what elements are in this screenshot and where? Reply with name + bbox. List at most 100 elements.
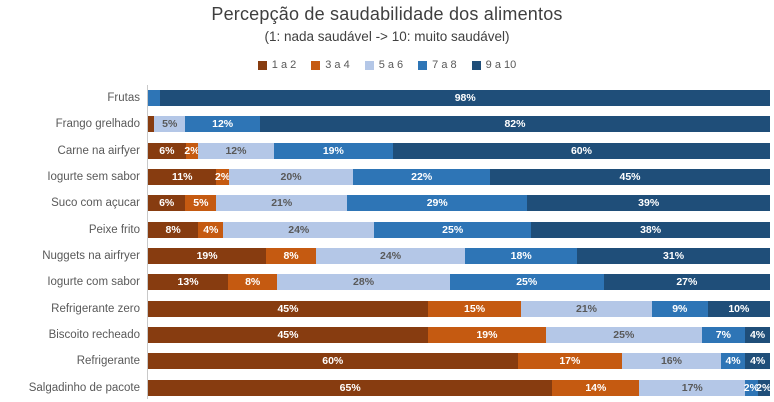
bar-segment: 22% bbox=[353, 169, 491, 186]
bar-row: Carne na airfyer 6% 2% 12% 19% 60% bbox=[0, 138, 774, 164]
bar-segment: 24% bbox=[315, 248, 466, 265]
bar-segment: 21% bbox=[216, 195, 348, 212]
bar-segment-label: 17% bbox=[681, 381, 703, 394]
legend-swatch-icon bbox=[418, 60, 428, 70]
category-label: Refrigerante zero bbox=[51, 302, 140, 315]
bar-row: Nuggets na airfryer 19% 8% 24% 18% 31% bbox=[0, 243, 774, 269]
bar-segment-label: 6% bbox=[159, 197, 175, 210]
bar-segment-label: 19% bbox=[196, 250, 218, 263]
bar-segment: 6% bbox=[148, 195, 186, 212]
bar-segment-label: 4% bbox=[749, 329, 766, 342]
bar-segment: 21% bbox=[521, 300, 652, 317]
legend-item-1a2: 1 a 2 bbox=[257, 59, 297, 71]
bar-segment-label: 29% bbox=[426, 197, 448, 210]
bar-row: Peixe frito 8% 4% 24% 25% 38% bbox=[0, 217, 774, 243]
bar-segment: 14% bbox=[552, 379, 640, 396]
bar-segment-label: 45% bbox=[619, 171, 641, 184]
category-label: Biscoito recheado bbox=[48, 329, 140, 342]
bar-segment: 7% bbox=[701, 327, 746, 344]
category-axis-line bbox=[147, 85, 148, 399]
bar-segment-label: 2% bbox=[756, 381, 772, 394]
bar-segment: 16% bbox=[622, 353, 721, 370]
bar-segment bbox=[148, 116, 155, 133]
bar-segment-label: 19% bbox=[476, 329, 498, 342]
bar-segment-label: 15% bbox=[464, 302, 486, 315]
bar-track: 98% bbox=[148, 90, 770, 107]
bar-segment: 24% bbox=[223, 221, 375, 238]
bar-segment: 2% bbox=[744, 379, 759, 396]
bar-track: 6% 2% 12% 19% 60% bbox=[148, 142, 770, 159]
bar-segment: 25% bbox=[374, 221, 532, 238]
bar-segment bbox=[148, 90, 161, 107]
category-label: Peixe frito bbox=[88, 223, 140, 236]
bar-segment-label: 5% bbox=[193, 197, 209, 210]
bar-segment-label: 18% bbox=[510, 250, 532, 263]
bar-track: 19% 8% 24% 18% 31% bbox=[148, 248, 770, 265]
chart-subtitle: (1: nada saudável -> 10: muito saudável) bbox=[264, 29, 510, 44]
bar-track: 6% 5% 21% 29% 39% bbox=[148, 195, 770, 212]
legend-swatch-icon bbox=[471, 60, 481, 70]
bar-track: 45% 19% 25% 7% 4% bbox=[148, 327, 770, 344]
bar-segment-label: 2% bbox=[215, 171, 231, 184]
bar-segment: 25% bbox=[546, 327, 702, 344]
bar-segment: 5% bbox=[185, 195, 217, 212]
bar-segment-label: 60% bbox=[322, 355, 344, 368]
legend-label: 7 a 8 bbox=[432, 59, 457, 71]
bar-track: 60% 17% 16% 4% 4% bbox=[148, 353, 770, 370]
bar-segment-label: 17% bbox=[559, 355, 581, 368]
bar-segment: 10% bbox=[707, 300, 770, 317]
bar-segment-label: 45% bbox=[277, 302, 299, 315]
bar-segment: 8% bbox=[266, 248, 316, 265]
bar-segment: 2% bbox=[184, 142, 200, 159]
bar-segment-label: 22% bbox=[411, 171, 433, 184]
bar-segment: 20% bbox=[228, 169, 354, 186]
bar-segment-label: 4% bbox=[750, 355, 766, 368]
bar-segment: 17% bbox=[639, 379, 746, 396]
category-label: Salgadinho de pacote bbox=[28, 381, 140, 394]
bar-segment-label: 14% bbox=[585, 381, 607, 394]
bar-segment: 4% bbox=[720, 353, 746, 370]
legend-label: 5 a 6 bbox=[378, 59, 404, 71]
bar-segment: 4% bbox=[198, 221, 224, 238]
bar-segment-label: 38% bbox=[640, 223, 662, 236]
category-label: Nuggets na airfryer bbox=[42, 250, 140, 263]
bar-row: Refrigerante 60% 17% 16% 4% 4% bbox=[0, 348, 774, 374]
legend-label: 3 a 4 bbox=[325, 59, 350, 71]
bar-segment-label: 25% bbox=[516, 276, 538, 289]
bar-segment-label: 24% bbox=[288, 223, 310, 236]
bar-segment: 98% bbox=[160, 90, 770, 107]
legend-label: 1 a 2 bbox=[271, 59, 297, 71]
bar-segment-label: 13% bbox=[177, 276, 199, 289]
bar-segment-label: 8% bbox=[283, 250, 299, 263]
category-label: Iogurte sem sabor bbox=[47, 171, 140, 184]
bar-segment-label: 65% bbox=[339, 381, 361, 394]
category-label: Carne na airfyer bbox=[57, 144, 140, 157]
bar-segment-label: 9% bbox=[672, 302, 688, 315]
bar-segment-label: 19% bbox=[322, 144, 344, 157]
bar-segment: 5% bbox=[154, 116, 186, 133]
bar-segment: 8% bbox=[228, 274, 278, 291]
chart-header: Percepção de saudabilidade dos alimentos… bbox=[0, 0, 774, 46]
bar-row: Salgadinho de pacote 65% 14% 17% 2% 2% bbox=[0, 375, 774, 401]
bar-segment: 25% bbox=[449, 274, 604, 291]
bar-segment: 19% bbox=[148, 248, 267, 265]
bar-segment-label: 60% bbox=[570, 144, 592, 157]
bar-segment-label: 21% bbox=[575, 302, 597, 315]
legend-item-3a4: 3 a 4 bbox=[311, 59, 350, 71]
bar-segment-label: 25% bbox=[442, 223, 464, 236]
bar-segment: 60% bbox=[148, 353, 518, 370]
bar-segment: 2% bbox=[756, 379, 772, 396]
legend-item-7a8: 7 a 8 bbox=[418, 59, 457, 71]
bar-segment-label: 4% bbox=[725, 355, 741, 368]
bar-segment: 31% bbox=[577, 248, 770, 265]
bar-segment: 82% bbox=[259, 116, 770, 133]
bar-segment-label: 11% bbox=[171, 171, 193, 184]
bar-segment: 28% bbox=[277, 274, 450, 291]
bar-segment: 19% bbox=[427, 327, 547, 344]
bar-segment: 19% bbox=[273, 142, 393, 159]
bar-row: Frutas 98% bbox=[0, 85, 774, 111]
bar-segment: 18% bbox=[465, 248, 578, 265]
bar-segment: 45% bbox=[490, 169, 770, 186]
bar-segment: 12% bbox=[185, 116, 260, 133]
bar-track: 5% 12% 82% bbox=[148, 116, 770, 133]
